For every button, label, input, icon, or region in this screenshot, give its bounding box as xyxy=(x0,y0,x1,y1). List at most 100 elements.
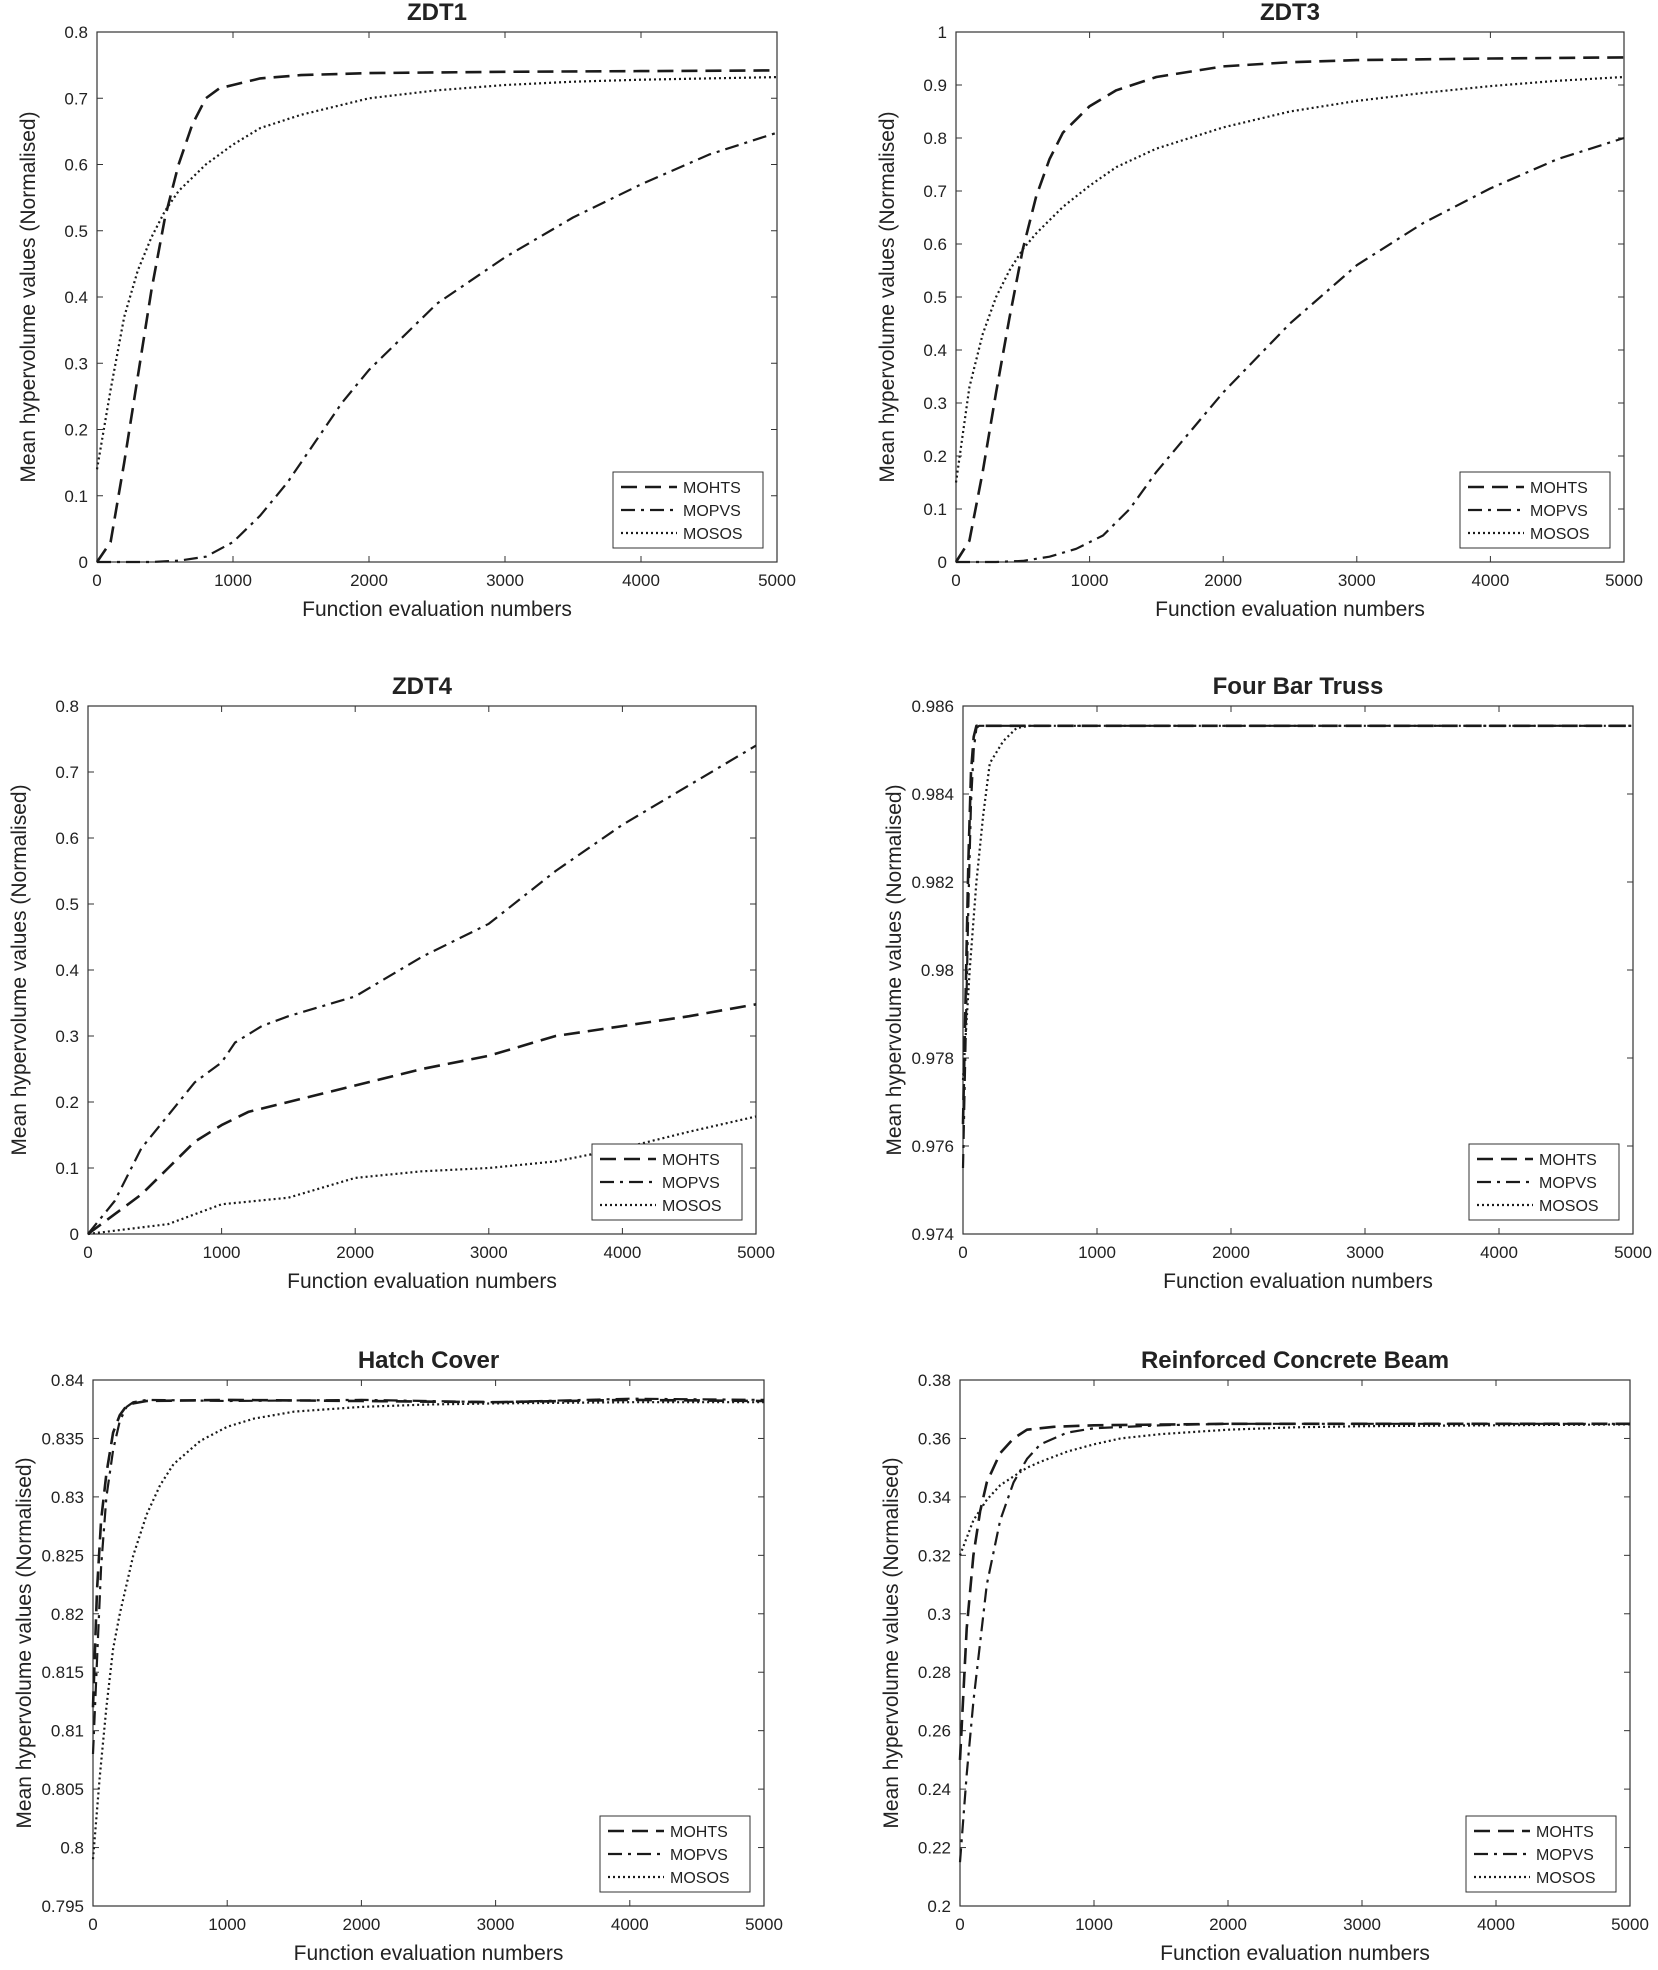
y-tick-label: 0.4 xyxy=(923,341,947,360)
y-tick-label: 0.4 xyxy=(64,288,88,307)
series-line-mosos xyxy=(95,76,778,470)
legend-box xyxy=(1465,1815,1617,1893)
chart-panel-4: Four Bar Truss 0 1000 2000 3000 4000 5000 0.974… xyxy=(883,673,1652,1293)
x-tick-label: 1000 xyxy=(208,1915,246,1934)
legend-label: MOPVS xyxy=(683,503,741,520)
legend: MOHTS MOPVS MOSOS xyxy=(1459,471,1611,549)
y-tick-label: 0.38 xyxy=(918,1371,951,1390)
series-line-mosos xyxy=(961,724,1633,1081)
y-tick-label: 0.2 xyxy=(55,1093,79,1112)
x-tick-label: 2000 xyxy=(336,1243,374,1262)
x-tick-label: 1000 xyxy=(1075,1915,1113,1934)
x-tick-label: 1000 xyxy=(203,1243,241,1262)
legend-box xyxy=(591,1143,743,1221)
chart-panel-2: ZDT3 0 1000 2000 3000 4000 5000 0 0.1 0.2 0.3 0.4 0.… xyxy=(876,0,1643,621)
y-tick-label: 0.4 xyxy=(55,961,79,980)
x-tick-label: 0 xyxy=(955,1915,964,1934)
y-tick-label: 0.36 xyxy=(918,1429,951,1448)
y-tick-label: 0.6 xyxy=(923,235,947,254)
y-tick-label: 0.8 xyxy=(64,23,88,42)
x-tick-label: 2000 xyxy=(1204,571,1242,590)
x-tick-label: 0 xyxy=(83,1243,92,1262)
x-tick-label: 2000 xyxy=(1212,1243,1250,1262)
y-tick-label: 0.986 xyxy=(911,697,954,716)
x-axis-label: Function evaluation numbers xyxy=(1163,1270,1433,1293)
legend-label: MOPVS xyxy=(662,1175,720,1192)
chart-title: ZDT3 xyxy=(1260,0,1320,26)
x-tick-label: 2000 xyxy=(342,1915,380,1934)
series-line-mohts xyxy=(954,56,1625,563)
legend-label: MOSOS xyxy=(1539,1198,1599,1215)
x-tick-label: 2000 xyxy=(1209,1915,1247,1934)
chart-title: Reinforced Concrete Beam xyxy=(1141,1347,1449,1374)
y-tick-label: 0.7 xyxy=(55,763,79,782)
y-tick-label: 0.3 xyxy=(927,1605,951,1624)
y-tick-label: 0 xyxy=(70,1225,79,1244)
y-tick-label: 0.28 xyxy=(918,1663,951,1682)
y-tick-label: 0.835 xyxy=(41,1429,84,1448)
x-tick-label: 0 xyxy=(958,1243,967,1262)
y-tick-label: 0.8 xyxy=(55,697,79,716)
chart-panel-6: Reinforced Concrete Beam 0 1000 2000 3000 400… xyxy=(880,1347,1649,1965)
series-line-mopvs xyxy=(958,1422,1630,1863)
x-tick-label: 4000 xyxy=(622,571,660,590)
y-tick-label: 0.9 xyxy=(923,76,947,95)
x-tick-label: 4000 xyxy=(1471,571,1509,590)
y-axis-label: Mean hypervolume values (Normalised) xyxy=(13,1457,36,1828)
chart-title: ZDT1 xyxy=(407,0,467,26)
y-tick-label: 0.82 xyxy=(51,1605,84,1624)
y-tick-label: 0.3 xyxy=(923,394,947,413)
x-tick-label: 0 xyxy=(88,1915,97,1934)
x-tick-label: 0 xyxy=(92,571,101,590)
x-tick-label: 5000 xyxy=(745,1915,783,1934)
series-line-mopvs xyxy=(91,1397,765,1755)
series-line-mosos xyxy=(91,1401,764,1860)
legend-label: MOHTS xyxy=(670,1824,728,1841)
x-tick-label: 2000 xyxy=(350,571,388,590)
x-tick-label: 1000 xyxy=(214,571,252,590)
legend-label: MOSOS xyxy=(662,1198,722,1215)
x-tick-label: 4000 xyxy=(611,1915,649,1934)
y-tick-label: 0.8 xyxy=(923,129,947,148)
x-tick-label: 5000 xyxy=(758,571,796,590)
x-tick-label: 3000 xyxy=(470,1243,508,1262)
x-tick-label: 5000 xyxy=(1614,1243,1652,1262)
y-tick-label: 0.5 xyxy=(64,222,88,241)
y-tick-label: 0.976 xyxy=(911,1137,954,1156)
series-line-mosos xyxy=(958,1423,1631,1556)
x-tick-label: 5000 xyxy=(1605,571,1643,590)
legend-label: MOSOS xyxy=(1536,1870,1596,1887)
y-tick-label: 0.5 xyxy=(923,288,947,307)
legend-label: MOPVS xyxy=(1530,503,1588,520)
y-tick-label: 0.32 xyxy=(918,1546,951,1565)
y-tick-label: 0.3 xyxy=(55,1027,79,1046)
y-tick-label: 0.1 xyxy=(64,487,88,506)
y-tick-label: 0.24 xyxy=(918,1780,951,1799)
legend-label: MOSOS xyxy=(670,1870,730,1887)
y-tick-label: 0.974 xyxy=(911,1225,954,1244)
y-tick-label: 0.84 xyxy=(51,1371,84,1390)
y-axis-label: Mean hypervolume values (Normalised) xyxy=(876,111,899,482)
legend-label: MOHTS xyxy=(683,480,741,497)
y-tick-label: 0.795 xyxy=(41,1897,84,1916)
x-tick-label: 3000 xyxy=(1343,1915,1381,1934)
y-tick-label: 0.26 xyxy=(918,1722,951,1741)
series-line-mopvs xyxy=(97,131,778,564)
legend-label: MOHTS xyxy=(1530,480,1588,497)
y-tick-label: 0.7 xyxy=(923,182,947,201)
y-tick-label: 0.1 xyxy=(55,1159,79,1178)
legend-box xyxy=(1459,471,1611,549)
legend-label: MOPVS xyxy=(1536,1847,1594,1864)
legend-label: MOSOS xyxy=(1530,526,1590,543)
legend-box xyxy=(612,471,764,549)
legend: MOHTS MOPVS MOSOS xyxy=(599,1815,751,1893)
y-axis-label: Mean hypervolume values (Normalised) xyxy=(8,784,31,1155)
y-tick-label: 0.3 xyxy=(64,354,88,373)
x-tick-label: 4000 xyxy=(1477,1915,1515,1934)
y-tick-label: 0.815 xyxy=(41,1663,84,1682)
x-tick-label: 4000 xyxy=(603,1243,641,1262)
legend: MOHTS MOPVS MOSOS xyxy=(1468,1143,1620,1221)
y-tick-label: 0 xyxy=(938,553,947,572)
chart-panel-3: ZDT4 0 1000 2000 3000 4000 5000 0 0.1 0.2 0.3 0.4 0.… xyxy=(8,673,775,1293)
